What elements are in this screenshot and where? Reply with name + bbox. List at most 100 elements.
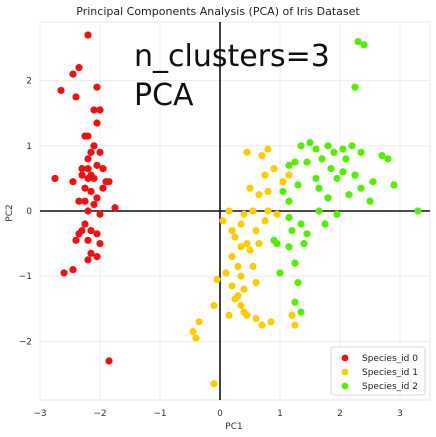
scatter-point-species-0 xyxy=(78,226,86,235)
scatter-point-species-1 xyxy=(228,282,236,290)
scatter-point-species-2 xyxy=(276,269,284,277)
scatter-point-species-2 xyxy=(327,165,335,173)
scatter-point-species-2 xyxy=(291,158,299,166)
scatter-point-species-2 xyxy=(315,207,323,215)
scatter-point-species-1 xyxy=(255,239,263,248)
scatter-point-species-2 xyxy=(324,142,332,150)
scatter-point-species-2 xyxy=(360,41,368,49)
scatter-point-species-1 xyxy=(225,207,233,215)
scatter-point-species-0 xyxy=(99,165,107,173)
scatter-point-species-0 xyxy=(72,93,80,101)
scatter-point-species-1 xyxy=(210,301,218,310)
tick-labels: −3 −2 −1 0 1 2 3 −2 −1 0 1 2 xyxy=(19,77,403,419)
x-axis-label: PC1 xyxy=(225,422,242,432)
scatter-point-species-2 xyxy=(288,226,296,235)
scatter-point-species-1 xyxy=(240,285,248,293)
scatter-point-species-2 xyxy=(273,239,281,248)
y-axis-label: PC2 xyxy=(5,204,15,221)
scatter-point-species-0 xyxy=(96,148,104,156)
scatter-point-species-0 xyxy=(84,31,92,39)
y-tick-label: −1 xyxy=(19,272,32,282)
scatter-point-species-2 xyxy=(321,220,329,228)
scatter-point-species-0 xyxy=(60,269,68,277)
scatter-point-species-2 xyxy=(351,171,359,179)
y-tick-label: 0 xyxy=(26,207,32,217)
plot-area: −3 −2 −1 0 1 2 3 −2 −1 0 1 2 xyxy=(19,21,431,419)
scatter-point-species-2 xyxy=(339,168,347,176)
scatter-point-species-1 xyxy=(192,334,200,342)
scatter-point-species-0 xyxy=(90,174,98,183)
scatter-point-species-1 xyxy=(237,301,245,310)
scatter-point-species-0 xyxy=(87,226,95,235)
scatter-point-species-0 xyxy=(84,165,92,173)
scatter-point-species-1 xyxy=(228,253,236,261)
scatter-point-species-1 xyxy=(279,178,287,186)
scatter-point-species-1 xyxy=(231,295,239,303)
scatter-point-species-0 xyxy=(93,230,101,238)
scatter-point-species-0 xyxy=(87,187,95,196)
scatter-point-species-0 xyxy=(84,236,92,244)
scatter-point-species-0 xyxy=(51,174,59,183)
scatter-point-species-0 xyxy=(96,239,104,248)
scatter-point-species-0 xyxy=(69,178,77,186)
scatter-point-species-0 xyxy=(90,142,98,150)
x-tick-label: 1 xyxy=(277,409,283,419)
y-tick-label: −2 xyxy=(19,337,32,347)
scatter-point-species-2 xyxy=(384,155,392,163)
scatter-point-species-0 xyxy=(93,83,101,91)
scatter-point-species-2 xyxy=(366,197,374,205)
scatter-point-species-0 xyxy=(84,207,92,215)
scatter-point-species-2 xyxy=(294,181,302,189)
scatter-point-species-0 xyxy=(57,86,65,95)
scatter-point-species-2 xyxy=(297,308,305,316)
scatter-point-species-1 xyxy=(258,152,266,160)
scatter-point-species-1 xyxy=(264,187,272,196)
scatter-point-species-1 xyxy=(237,272,245,280)
legend-marker-2 xyxy=(341,382,349,390)
scatter-point-species-2 xyxy=(306,138,314,147)
scatter-point-species-2 xyxy=(279,187,287,196)
data-points xyxy=(51,31,422,388)
legend[interactable]: Species_id 0 Species_id 1 Species_id 2 xyxy=(330,346,426,396)
x-tick-label: 3 xyxy=(397,409,403,419)
scatter-point-species-1 xyxy=(225,311,233,319)
scatter-point-species-1 xyxy=(261,217,269,225)
scatter-point-species-2 xyxy=(333,174,341,183)
scatter-point-species-1 xyxy=(249,207,257,215)
scatter-point-species-0 xyxy=(81,184,89,192)
legend-marker-1 xyxy=(341,368,349,376)
scatter-point-species-1 xyxy=(264,207,272,215)
scatter-point-species-2 xyxy=(339,145,347,153)
x-tick-label: −1 xyxy=(153,409,166,419)
scatter-point-species-1 xyxy=(231,233,239,241)
scatter-point-species-0 xyxy=(84,256,92,264)
scatter-point-species-2 xyxy=(330,148,338,156)
legend-label-1: Species_id 1 xyxy=(362,368,418,378)
scatter-point-species-0 xyxy=(84,132,92,140)
scatter-point-species-2 xyxy=(318,155,326,163)
scatter-point-species-1 xyxy=(285,171,293,179)
scatter-point-species-0 xyxy=(84,155,92,163)
scatter-point-species-0 xyxy=(90,200,98,209)
scatter-point-species-1 xyxy=(291,321,299,329)
scatter-point-species-0 xyxy=(93,253,101,261)
scatter-point-species-2 xyxy=(390,181,398,189)
scatter-point-species-0 xyxy=(96,210,104,218)
legend-marker-0 xyxy=(341,354,349,362)
scatter-point-species-2 xyxy=(297,220,305,228)
scatter-point-species-1 xyxy=(264,145,272,153)
scatter-point-species-0 xyxy=(81,197,89,205)
scatter-point-species-1 xyxy=(246,246,254,254)
scatter-point-species-2 xyxy=(342,155,350,163)
annotation-n-clusters: n_clusters=3 xyxy=(134,39,330,74)
scatter-point-species-0 xyxy=(105,357,113,365)
scatter-point-species-2 xyxy=(354,37,362,46)
scatter-point-species-0 xyxy=(93,119,101,127)
scatter-point-species-2 xyxy=(285,243,293,251)
scatter-point-species-0 xyxy=(75,197,83,205)
annotation-pca: PCA xyxy=(134,78,194,113)
scatter-point-species-0 xyxy=(87,148,95,156)
x-tick-label: 2 xyxy=(337,409,343,419)
scatter-point-species-0 xyxy=(93,194,101,202)
